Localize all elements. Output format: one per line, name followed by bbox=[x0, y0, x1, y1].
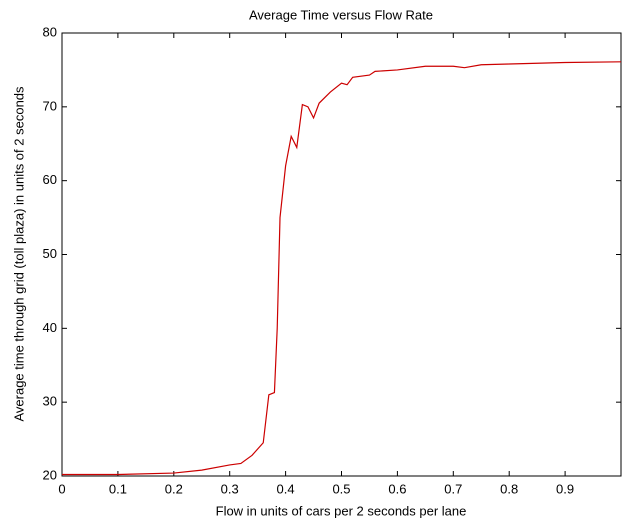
chart-title: Average Time versus Flow Rate bbox=[249, 7, 433, 22]
y-tick-label: 20 bbox=[43, 467, 57, 482]
data-line bbox=[62, 61, 622, 476]
y-axis-label: Average time through grid (toll plaza) i… bbox=[11, 86, 26, 422]
y-tick-label: 60 bbox=[43, 172, 57, 187]
x-tick-label: 0.7 bbox=[444, 481, 462, 496]
y-tick-label: 30 bbox=[43, 394, 57, 409]
x-tick-label: 0.4 bbox=[277, 481, 295, 496]
x-tick-label: 0.6 bbox=[388, 481, 406, 496]
x-axis-label: Flow in units of cars per 2 seconds per … bbox=[216, 503, 467, 518]
y-tick-label: 70 bbox=[43, 98, 57, 113]
y-tick-label: 80 bbox=[43, 24, 57, 39]
x-tick-label: 0.1 bbox=[109, 481, 127, 496]
plot-area bbox=[61, 32, 622, 477]
x-tick-label: 0.3 bbox=[221, 481, 239, 496]
x-tick-label: 0.8 bbox=[500, 481, 518, 496]
y-tick-label: 40 bbox=[43, 320, 57, 335]
y-tick-label: 50 bbox=[43, 246, 57, 261]
x-tick-label: 0.5 bbox=[332, 481, 350, 496]
x-tick-label: 0.2 bbox=[165, 481, 183, 496]
x-tick-label: 0.9 bbox=[556, 481, 574, 496]
x-tick-label: 0 bbox=[58, 481, 65, 496]
